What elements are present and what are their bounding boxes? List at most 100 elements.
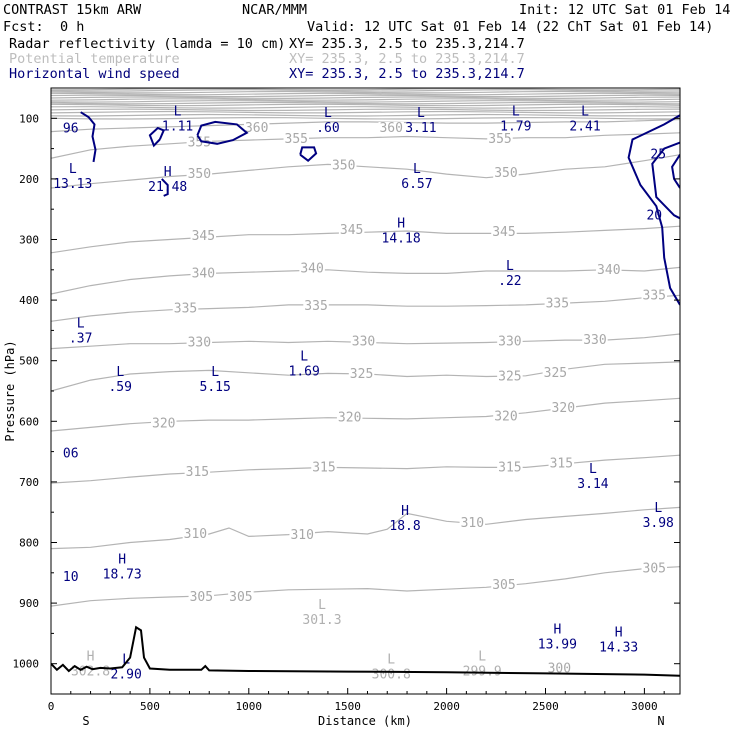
theta-isentrope-320	[51, 397, 680, 432]
theta-contour-label: 360	[245, 121, 268, 136]
wind-extremum-value: 13.13	[53, 177, 92, 192]
fcst-label: Fcst:	[3, 19, 44, 35]
theta-contour-label: 330	[498, 334, 521, 349]
theta-upper-isentrope	[51, 98, 680, 101]
wind-speed-contour	[627, 114, 680, 306]
theta-contour-label: 335	[643, 288, 666, 303]
wind-extremum-value: 13.99	[538, 637, 577, 652]
theta-isentrope-340	[51, 266, 680, 295]
wind-extremum-value: .59	[108, 380, 131, 395]
wind-extremum-value: 3.11	[405, 121, 436, 136]
x-tick-label: 2500	[532, 700, 559, 713]
theta-contour-label: 315	[186, 465, 209, 480]
endpoint-north: N	[657, 714, 664, 728]
wind-extremum-value: 14.18	[382, 231, 421, 246]
theta-extremum-value: 301.3	[302, 613, 341, 628]
theta-label-halo	[348, 368, 375, 382]
wind-extremum-value: 21.48	[148, 180, 187, 195]
theta-contour-label: 330	[352, 334, 375, 349]
valid-time: Valid: 12 UTC Sat 01 Feb 14 (22 ChT Sat …	[307, 19, 713, 35]
wind-extremum-marker: L	[324, 106, 332, 121]
theta-isentrope-335	[51, 294, 680, 322]
theta-label-halo	[151, 417, 177, 431]
theta-isentrope-315	[51, 454, 680, 484]
wind-speed-contour	[80, 111, 97, 163]
y-tick-label: 800	[19, 537, 39, 550]
y-tick-label: 500	[19, 355, 39, 368]
wind-speed-contour	[161, 178, 169, 197]
theta-contour-label: 320	[152, 417, 175, 432]
theta-label-halo	[243, 121, 270, 135]
wind-extremum-marker: H	[118, 553, 126, 568]
theta-label-halo	[190, 267, 217, 281]
wind-extremum-value: 1.11	[162, 119, 193, 134]
theta-label-halo	[186, 168, 213, 182]
fcst-value: 0 h	[60, 19, 84, 35]
y-tick-label: 300	[19, 234, 39, 247]
wind-extremum-value: 3.14	[577, 477, 608, 492]
wind-extremum-marker: L	[77, 316, 85, 331]
theta-upper-isentrope	[51, 90, 680, 94]
theta-label-halo	[497, 370, 523, 384]
theta-contour-label: 340	[597, 263, 620, 278]
theta-label-halo	[289, 529, 315, 543]
theta-label-halo	[491, 226, 517, 240]
field-theta-xy: XY= 235.3, 2.5 to 235.3,214.7	[289, 51, 525, 67]
theta-label-halo	[188, 591, 215, 605]
plot-area: 360 360 355 355 355 350 350 350 345 345 345 340 340 3…	[51, 88, 680, 683]
wind-speed-contour	[299, 146, 318, 163]
theta-contour-label: 315	[498, 460, 521, 475]
theta-extremum-marker: H	[87, 650, 95, 665]
theta-label-halo	[190, 229, 217, 243]
theta-label-halo	[330, 159, 357, 173]
wind-extremum-marker: L	[506, 259, 514, 274]
theta-contour-label: 325	[544, 366, 567, 381]
theta-label-halo	[311, 461, 337, 475]
x-tick-label: 2000	[433, 700, 460, 713]
wind-extremum-marker: L	[581, 104, 589, 119]
theta-contour-label: 305	[643, 562, 666, 577]
wind-extremum-marker: L	[300, 350, 308, 365]
theta-contour-label: 305	[190, 590, 213, 605]
theta-contour-label: 350	[188, 167, 211, 182]
wind-extremum-value: .37	[69, 331, 92, 346]
theta-label-halo	[336, 411, 363, 425]
theta-contour-label: 325	[350, 367, 373, 382]
theta-contour-label: 355	[285, 132, 308, 147]
wind-extremum-marker: L	[174, 104, 182, 119]
theta-contour-label: 310	[461, 516, 484, 531]
theta-upper-isentrope	[51, 101, 680, 105]
theta-contour-label: 330	[188, 336, 211, 351]
theta-contour-label: 350	[332, 159, 355, 174]
theta-label-halo	[184, 466, 211, 480]
wind-extremum-marker: H	[397, 216, 405, 231]
theta-isentrope-305	[51, 566, 680, 607]
theta-isentrope-360	[51, 118, 680, 133]
theta-contour-label: 305	[229, 590, 252, 605]
theta-contour-label: 355	[188, 136, 211, 151]
theta-contour-label: 345	[340, 223, 363, 238]
theta-upper-isentrope	[51, 96, 680, 100]
wind-extremum-value: .22	[498, 274, 521, 289]
x-tick-label: 0	[48, 700, 55, 713]
wind-extremum-marker: L	[589, 462, 597, 477]
y-tick-label: 1000	[13, 658, 40, 671]
wind-extremum-marker: L	[211, 365, 219, 380]
wind-speed-contour	[148, 126, 166, 148]
theta-upper-isentrope	[51, 103, 680, 107]
wind-extremum-value: 14.33	[599, 640, 638, 655]
x-tick-label: 1500	[334, 700, 361, 713]
theta-isentrope-345	[51, 225, 680, 254]
y-tick-label: 100	[19, 112, 39, 125]
theta-contour-label: 330	[583, 333, 606, 348]
theta-contour-label: 345	[192, 229, 215, 244]
theta-label-halo	[641, 289, 668, 303]
axes: 0 500 1000 1500 2000 2500 3000 100 200 300 400 500 6…	[13, 112, 680, 713]
wind-extremum-marker: L	[69, 162, 77, 177]
theta-label-halo	[378, 121, 404, 135]
theta-extremum-marker: L	[318, 598, 326, 613]
theta-label-halo	[641, 562, 668, 576]
wind-extremum-marker: L	[116, 365, 124, 380]
theta-contour-label: 340	[300, 262, 323, 277]
theta-isentrope-350	[51, 154, 680, 189]
